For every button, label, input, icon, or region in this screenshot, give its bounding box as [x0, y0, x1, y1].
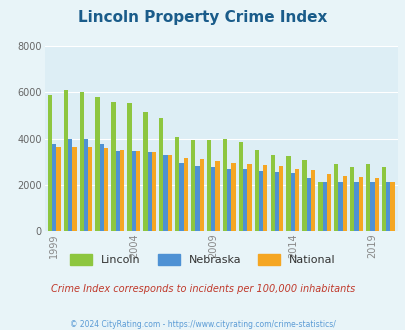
- Bar: [290, 173, 294, 231]
- Bar: [136, 150, 140, 231]
- Bar: [84, 139, 88, 231]
- Bar: [242, 169, 247, 231]
- Bar: [294, 169, 298, 231]
- Bar: [175, 137, 179, 231]
- Bar: [358, 177, 362, 231]
- Bar: [254, 150, 258, 231]
- Bar: [381, 168, 385, 231]
- Bar: [195, 166, 199, 231]
- Bar: [115, 151, 120, 231]
- Bar: [100, 145, 104, 231]
- Bar: [374, 178, 378, 231]
- Bar: [231, 163, 235, 231]
- Bar: [179, 163, 183, 231]
- Bar: [88, 147, 92, 231]
- Bar: [147, 152, 151, 231]
- Bar: [207, 140, 211, 231]
- Bar: [79, 92, 84, 231]
- Bar: [318, 182, 322, 231]
- Bar: [131, 151, 136, 231]
- Bar: [333, 164, 338, 231]
- Bar: [354, 182, 358, 231]
- Text: Lincoln Property Crime Index: Lincoln Property Crime Index: [78, 10, 327, 25]
- Text: Crime Index corresponds to incidents per 100,000 inhabitants: Crime Index corresponds to incidents per…: [51, 284, 354, 294]
- Bar: [48, 95, 52, 231]
- Bar: [322, 182, 326, 231]
- Bar: [72, 147, 77, 231]
- Bar: [390, 182, 394, 231]
- Bar: [52, 145, 56, 231]
- Bar: [56, 147, 60, 231]
- Bar: [247, 164, 251, 231]
- Bar: [95, 97, 100, 231]
- Bar: [127, 103, 131, 231]
- Bar: [274, 172, 278, 231]
- Bar: [151, 152, 156, 231]
- Bar: [349, 168, 354, 231]
- Bar: [302, 160, 306, 231]
- Bar: [104, 148, 108, 231]
- Bar: [238, 142, 242, 231]
- Bar: [286, 156, 290, 231]
- Bar: [64, 90, 68, 231]
- Bar: [68, 139, 72, 231]
- Bar: [167, 155, 172, 231]
- Bar: [365, 164, 369, 231]
- Bar: [226, 169, 231, 231]
- Bar: [163, 155, 167, 231]
- Bar: [326, 174, 330, 231]
- Legend: Lincoln, Nebraska, National: Lincoln, Nebraska, National: [66, 250, 339, 270]
- Bar: [369, 182, 374, 231]
- Bar: [159, 118, 163, 231]
- Bar: [199, 159, 203, 231]
- Text: © 2024 CityRating.com - https://www.cityrating.com/crime-statistics/: © 2024 CityRating.com - https://www.city…: [70, 320, 335, 329]
- Bar: [222, 139, 226, 231]
- Bar: [120, 150, 124, 231]
- Bar: [183, 158, 188, 231]
- Bar: [211, 168, 215, 231]
- Bar: [258, 171, 262, 231]
- Bar: [278, 166, 283, 231]
- Bar: [111, 102, 115, 231]
- Bar: [262, 165, 267, 231]
- Bar: [310, 170, 314, 231]
- Bar: [385, 182, 390, 231]
- Bar: [338, 182, 342, 231]
- Bar: [215, 160, 219, 231]
- Bar: [270, 155, 274, 231]
- Bar: [342, 176, 346, 231]
- Bar: [190, 140, 195, 231]
- Bar: [143, 112, 147, 231]
- Bar: [306, 178, 310, 231]
